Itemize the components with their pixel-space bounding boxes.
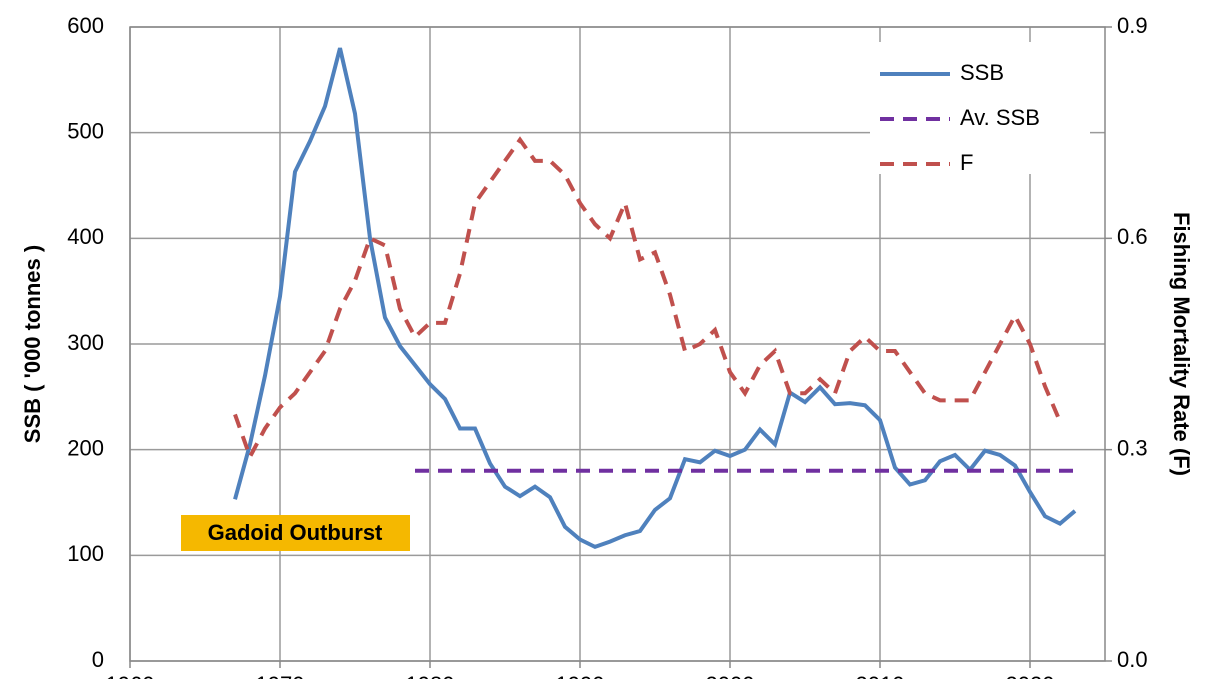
legend-label: F xyxy=(960,150,973,175)
y-tick-label: 0 xyxy=(92,647,104,672)
x-tick-label: 2010 xyxy=(856,672,905,679)
y-tick-label: 600 xyxy=(67,13,104,38)
annotation: Gadoid Outburst xyxy=(208,520,383,545)
y-tick-label: 300 xyxy=(67,330,104,355)
y2-tick-label: 0.0 xyxy=(1117,647,1148,672)
y-tick-label: 100 xyxy=(67,541,104,566)
series-line xyxy=(233,136,1062,462)
y-tick-label: 400 xyxy=(67,224,104,249)
y2-axis-title: Fishing Mortality Rate (F) xyxy=(1169,212,1194,476)
x-tick-label: 2000 xyxy=(706,672,755,679)
x-tick-label: 2020 xyxy=(1006,672,1055,679)
y-tick-label: 200 xyxy=(67,435,104,460)
x-tick-label: 1990 xyxy=(556,672,605,679)
annotation-box xyxy=(181,515,410,551)
x-tick-label: 1980 xyxy=(406,672,455,679)
y-axis-title: SSB ( '000 tonnes ) xyxy=(20,245,45,443)
legend-label: Av. SSB xyxy=(960,105,1040,130)
legend xyxy=(870,42,1090,174)
plot-border xyxy=(129,26,1106,662)
legend-box xyxy=(870,42,1090,174)
y2-tick-label: 0.3 xyxy=(1117,435,1148,460)
legend-label: SSB xyxy=(960,60,1004,85)
y-tick-label: 500 xyxy=(67,118,104,143)
y2-tick-label: 0.6 xyxy=(1117,224,1148,249)
x-tick-label: 1960 xyxy=(106,672,155,679)
y2-tick-label: 0.9 xyxy=(1117,13,1148,38)
x-tick-label: 1970 xyxy=(256,672,305,679)
series-line xyxy=(233,47,1077,550)
